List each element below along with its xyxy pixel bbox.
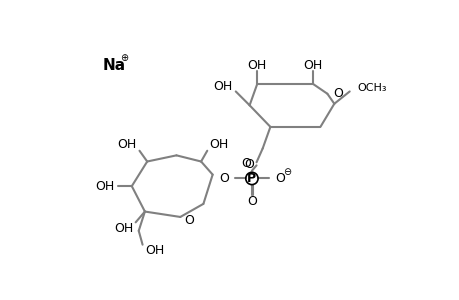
Text: O: O — [218, 172, 228, 185]
Text: O: O — [333, 87, 343, 100]
Text: OH: OH — [114, 222, 133, 235]
Text: Na: Na — [102, 58, 125, 73]
Text: OH: OH — [302, 59, 322, 72]
Text: OH: OH — [208, 138, 228, 151]
Text: P: P — [247, 172, 256, 185]
Text: O: O — [241, 157, 251, 170]
Text: O: O — [244, 158, 254, 171]
Text: ⊕: ⊕ — [120, 53, 128, 63]
Text: O: O — [246, 195, 256, 208]
Text: OH: OH — [145, 244, 164, 257]
Text: ⊖: ⊖ — [282, 167, 290, 176]
Text: OH: OH — [213, 80, 232, 93]
Text: O: O — [184, 214, 194, 227]
Text: OH: OH — [117, 138, 136, 151]
Text: OCH₃: OCH₃ — [357, 83, 386, 93]
Text: OH: OH — [95, 180, 115, 193]
Text: O: O — [274, 172, 284, 185]
Text: OH: OH — [247, 59, 266, 72]
